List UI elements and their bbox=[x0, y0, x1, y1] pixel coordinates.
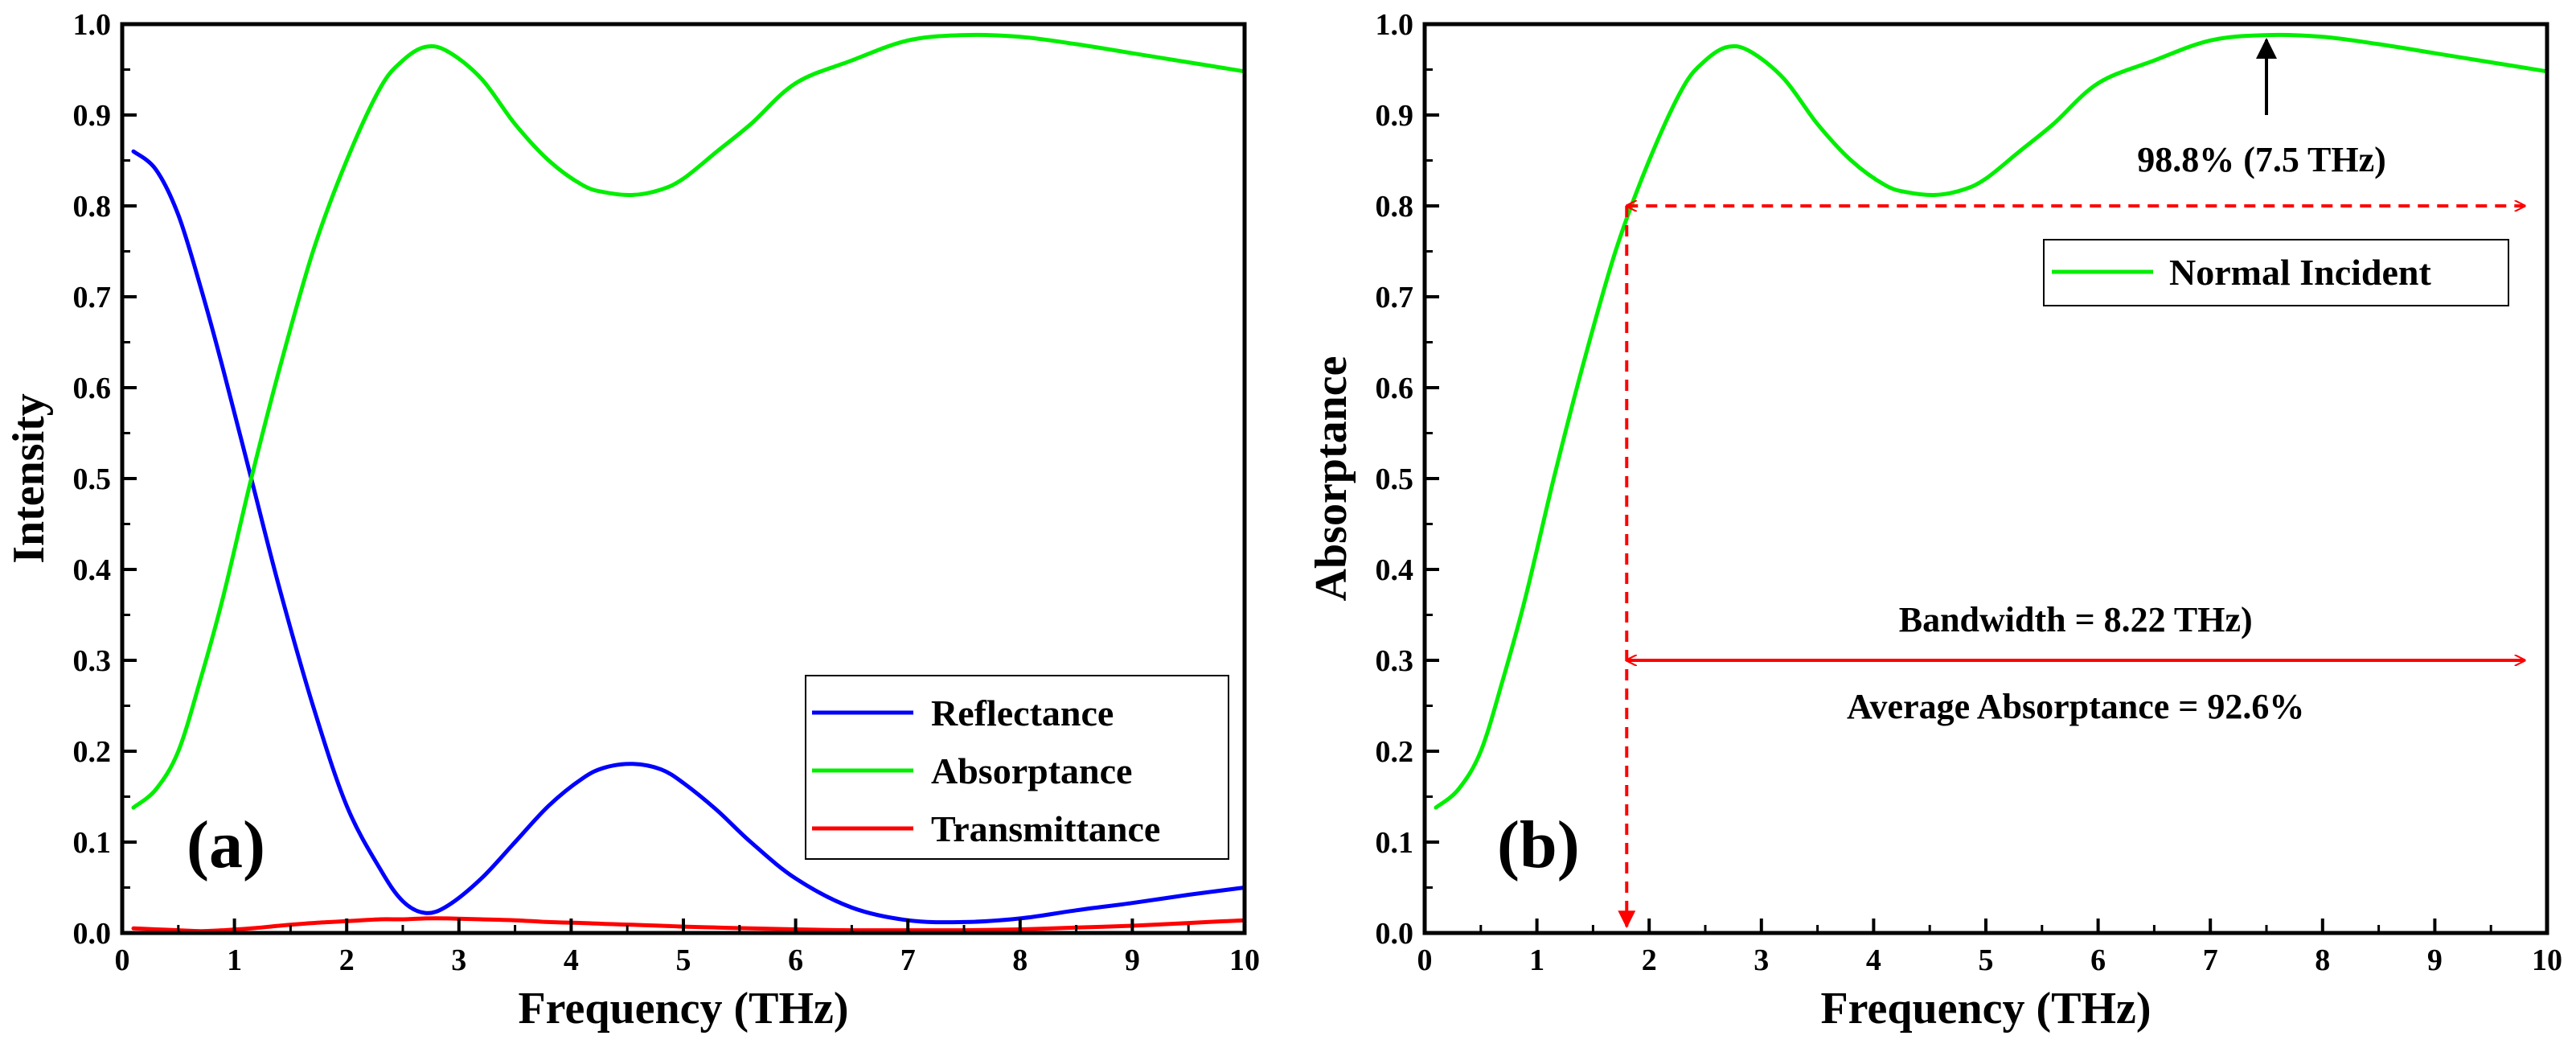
y-tick-label-a-3: 0.3 bbox=[73, 644, 112, 678]
peak-label: 98.8% (7.5 THz) bbox=[2137, 140, 2386, 179]
panel-label-b: (b) bbox=[1497, 808, 1580, 882]
legend-b: Normal Incident bbox=[2043, 239, 2509, 306]
y-tick-label-b-0: 0.0 bbox=[1376, 917, 1414, 951]
x-axis-title-b: Frequency (THz) bbox=[1820, 984, 2151, 1034]
ticks-layer-b: 0 1 2 3 4 5 6 7 8 9 10 0.0 0.1 0.2 0.3 0.4 0.5 0.6 0.7 0.8 0… bbox=[1376, 8, 2563, 977]
y-tick-label-a-0: 0.0 bbox=[73, 917, 112, 951]
x-tick-label-b-9: 9 bbox=[2427, 943, 2443, 977]
x-tick-label-a-4: 4 bbox=[564, 943, 579, 977]
y-axis-title-b: Absorptance bbox=[1306, 356, 1356, 602]
y-tick-label-b-3: 0.3 bbox=[1376, 644, 1414, 678]
series-layer-b bbox=[1434, 32, 2549, 810]
chart-panel-b: 0 1 2 3 4 5 6 7 8 9 10 0.0 0.1 0.2 0.3 0.4 0.5 0.6 0.7 0.8 0… bbox=[1306, 8, 2562, 1034]
x-tick-label-a-5: 5 bbox=[676, 943, 691, 977]
chart-panel-a: 0 1 2 3 4 5 6 7 8 9 10 0.0 0.1 0.2 0.3 0.4 0.5 0.6 0.7 0.8 0… bbox=[4, 8, 1260, 1034]
ticks-layer-a: 0 1 2 3 4 5 6 7 8 9 10 0.0 0.1 0.2 0.3 0.4 0.5 0.6 0.7 0.8 0… bbox=[73, 8, 1261, 977]
average-absorptance-label: Average Absorptance = 92.6% bbox=[1847, 687, 2304, 726]
y-tick-label-b-8: 0.8 bbox=[1376, 190, 1414, 224]
annotation-layer-b: 98.8% (7.5 THz) Bandwidth = 8.22 THz) Aver… bbox=[1618, 37, 2525, 929]
y-tick-label-b-2: 0.2 bbox=[1376, 735, 1414, 769]
y-tick-label-b-10: 1.0 bbox=[1376, 8, 1414, 42]
y-tick-label-a-1: 0.1 bbox=[73, 826, 112, 860]
y-tick-label-a-7: 0.7 bbox=[73, 281, 112, 314]
y-tick-label-b-7: 0.7 bbox=[1376, 281, 1414, 314]
series-line-reflectance bbox=[131, 149, 1247, 925]
series-line-transmittance bbox=[131, 916, 1247, 934]
x-tick-label-b-4: 4 bbox=[1866, 943, 1881, 977]
x-tick-label-b-0: 0 bbox=[1417, 943, 1433, 977]
legend-box-a bbox=[805, 675, 1229, 860]
x-tick-label-b-1: 1 bbox=[1529, 943, 1544, 977]
series-layer-a bbox=[131, 32, 1247, 934]
x-tick-label-b-8: 8 bbox=[2315, 943, 2330, 977]
y-tick-label-b-1: 0.1 bbox=[1376, 826, 1414, 860]
x-tick-label-b-2: 2 bbox=[1642, 943, 1657, 977]
bandwidth-label: Bandwidth = 8.22 THz) bbox=[1899, 600, 2253, 639]
y-tick-label-b-6: 0.6 bbox=[1376, 372, 1414, 405]
x-tick-label-b-5: 5 bbox=[1979, 943, 1994, 977]
legend-a: Reflectance Absorptance Transmittance bbox=[805, 675, 1229, 860]
legend-label-transmittance: Transmittance bbox=[931, 808, 1160, 849]
series-line-absorptance bbox=[131, 32, 1247, 810]
x-tick-label-b-6: 6 bbox=[2090, 943, 2106, 977]
x-tick-label-a-8: 8 bbox=[1012, 943, 1028, 977]
y-tick-label-a-8: 0.8 bbox=[73, 190, 112, 224]
y-tick-label-a-5: 0.5 bbox=[73, 462, 112, 496]
y-tick-label-b-9: 0.9 bbox=[1376, 99, 1414, 133]
x-tick-label-b-10: 10 bbox=[2532, 943, 2562, 977]
x-tick-label-a-0: 0 bbox=[115, 943, 130, 977]
x-tick-label-a-9: 9 bbox=[1125, 943, 1140, 977]
y-tick-label-b-5: 0.5 bbox=[1376, 462, 1414, 496]
x-tick-label-a-2: 2 bbox=[339, 943, 355, 977]
legend-label-normal-incident: Normal Incident bbox=[2169, 252, 2432, 293]
y-tick-label-a-6: 0.6 bbox=[73, 372, 112, 405]
legend-label-absorptance: Absorptance bbox=[931, 750, 1132, 791]
series-line-normal-incident bbox=[1434, 32, 2549, 810]
x-tick-label-a-7: 7 bbox=[900, 943, 916, 977]
x-axis-title-a: Frequency (THz) bbox=[518, 984, 848, 1034]
x-tick-label-b-3: 3 bbox=[1754, 943, 1769, 977]
y-tick-label-a-2: 0.2 bbox=[73, 735, 112, 769]
x-tick-label-a-10: 10 bbox=[1229, 943, 1260, 977]
panel-label-a: (a) bbox=[187, 808, 265, 882]
y-tick-label-a-10: 1.0 bbox=[73, 8, 112, 42]
x-tick-label-a-1: 1 bbox=[227, 943, 242, 977]
y-tick-label-b-4: 0.4 bbox=[1376, 553, 1414, 587]
y-axis-title-a: Intensity bbox=[4, 393, 54, 564]
x-tick-label-a-6: 6 bbox=[788, 943, 803, 977]
x-tick-label-a-3: 3 bbox=[451, 943, 466, 977]
y-tick-label-a-9: 0.9 bbox=[73, 99, 112, 133]
legend-label-reflectance: Reflectance bbox=[931, 693, 1114, 734]
y-tick-label-a-4: 0.4 bbox=[73, 553, 112, 587]
x-tick-label-b-7: 7 bbox=[2203, 943, 2218, 977]
